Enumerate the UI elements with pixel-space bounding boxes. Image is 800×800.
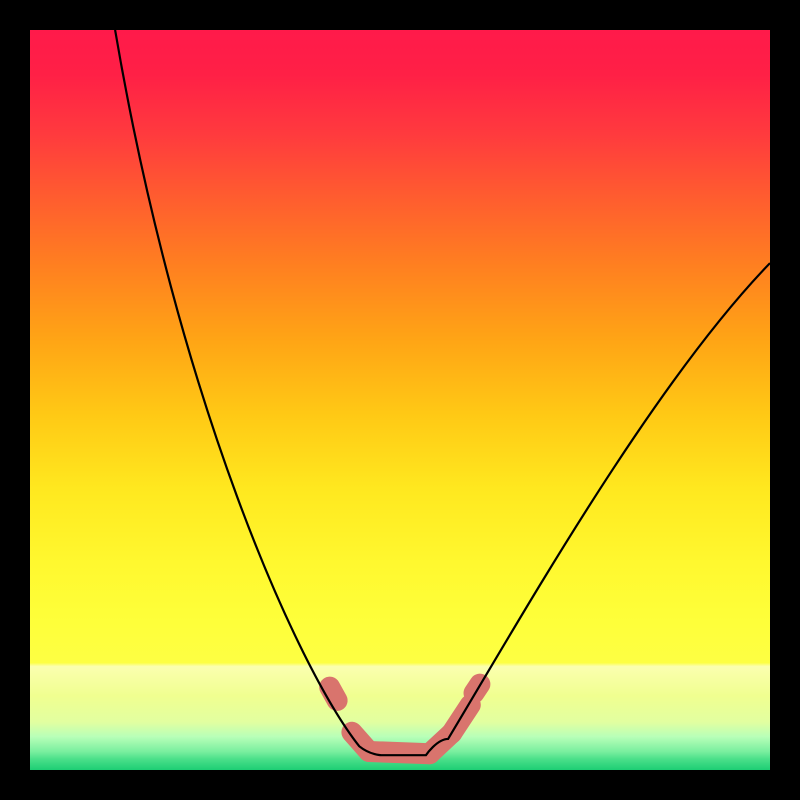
bottleneck-chart (0, 0, 800, 800)
